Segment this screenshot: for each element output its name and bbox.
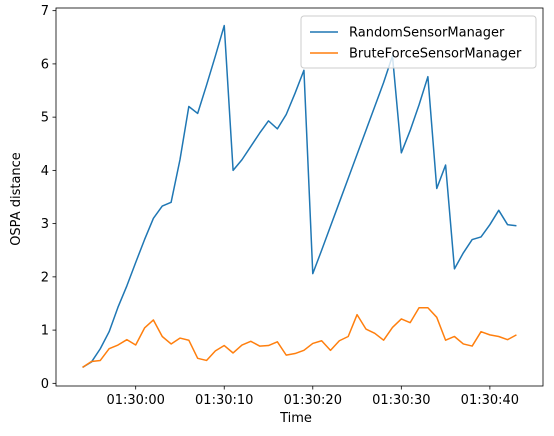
y-tick-label: 1 <box>41 324 49 339</box>
x-tick-label: 01:30:30 <box>372 393 430 408</box>
y-tick-label: 0 <box>41 377 49 392</box>
series-layer <box>82 24 517 369</box>
x-axis-label: Time <box>279 411 312 426</box>
y-tick-label: 6 <box>41 57 49 72</box>
x-tick-label: 01:30:20 <box>284 393 342 408</box>
x-tick-label: 01:30:40 <box>461 393 519 408</box>
y-tick-label: 4 <box>41 164 49 179</box>
x-axis: 01:30:00 01:30:10 01:30:20 01:30:30 01:30:40 <box>106 386 519 408</box>
y-axis: 0 1 2 3 4 5 6 7 <box>41 4 56 392</box>
legend: RandomSensorManager BruteForceSensorManag… <box>300 15 537 69</box>
plot-area <box>55 7 544 387</box>
plot-frame <box>55 7 544 387</box>
y-tick-label: 5 <box>41 111 49 126</box>
legend-box <box>300 15 537 69</box>
x-tick-label: 01:30:10 <box>195 393 253 408</box>
y-axis-label: OSPA distance <box>9 152 24 246</box>
legend-label: BruteForceSensorManager <box>349 47 522 62</box>
series-line-brute-force-sensor-manager <box>82 306 517 368</box>
legend-label: RandomSensorManager <box>349 26 505 41</box>
series-line-random-sensor-manager <box>82 24 517 369</box>
y-tick-label: 2 <box>41 270 49 285</box>
y-tick-label: 3 <box>41 217 49 232</box>
y-tick-label: 7 <box>41 4 49 19</box>
x-tick-label: 01:30:00 <box>106 393 164 408</box>
